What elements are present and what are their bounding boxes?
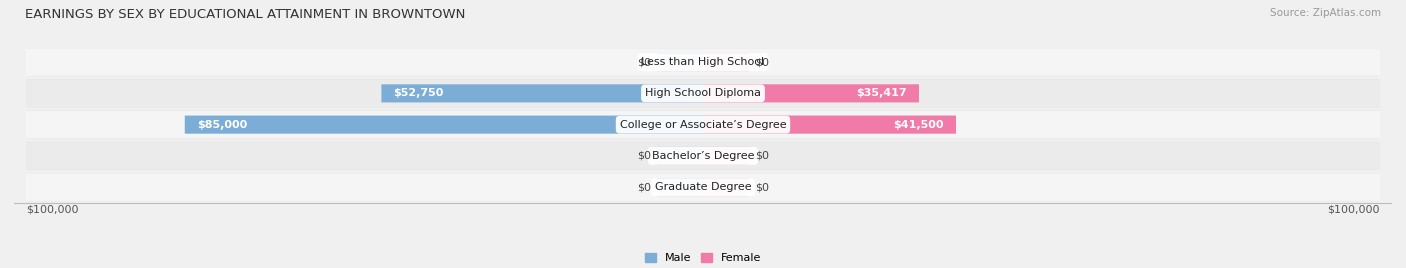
Text: $0: $0: [755, 151, 769, 161]
FancyBboxPatch shape: [27, 48, 1379, 76]
Text: College or Associate’s Degree: College or Associate’s Degree: [620, 120, 786, 130]
FancyBboxPatch shape: [657, 178, 703, 196]
FancyBboxPatch shape: [381, 84, 703, 102]
Text: Bachelor’s Degree: Bachelor’s Degree: [652, 151, 754, 161]
Text: $52,750: $52,750: [394, 88, 444, 98]
Text: $0: $0: [755, 182, 769, 192]
FancyBboxPatch shape: [657, 53, 703, 71]
FancyBboxPatch shape: [27, 111, 1379, 139]
FancyBboxPatch shape: [703, 53, 749, 71]
Text: Source: ZipAtlas.com: Source: ZipAtlas.com: [1270, 8, 1381, 18]
FancyBboxPatch shape: [657, 147, 703, 165]
FancyBboxPatch shape: [25, 173, 1381, 201]
FancyBboxPatch shape: [25, 48, 1381, 76]
Legend: Male, Female: Male, Female: [641, 248, 765, 268]
FancyBboxPatch shape: [703, 116, 956, 134]
FancyBboxPatch shape: [703, 147, 749, 165]
Text: High School Diploma: High School Diploma: [645, 88, 761, 98]
Text: EARNINGS BY SEX BY EDUCATIONAL ATTAINMENT IN BROWNTOWN: EARNINGS BY SEX BY EDUCATIONAL ATTAINMEN…: [25, 8, 465, 21]
Text: Less than High School: Less than High School: [641, 57, 765, 67]
Text: Graduate Degree: Graduate Degree: [655, 182, 751, 192]
FancyBboxPatch shape: [27, 173, 1379, 201]
FancyBboxPatch shape: [703, 178, 749, 196]
Text: $41,500: $41,500: [893, 120, 943, 130]
FancyBboxPatch shape: [703, 84, 920, 102]
FancyBboxPatch shape: [25, 80, 1381, 107]
Text: $100,000: $100,000: [25, 205, 79, 215]
Text: $0: $0: [637, 57, 651, 67]
Text: $0: $0: [637, 182, 651, 192]
FancyBboxPatch shape: [27, 142, 1379, 170]
FancyBboxPatch shape: [184, 116, 703, 134]
Text: $85,000: $85,000: [197, 120, 247, 130]
FancyBboxPatch shape: [25, 142, 1381, 170]
Text: $35,417: $35,417: [856, 88, 907, 98]
Text: $0: $0: [637, 151, 651, 161]
FancyBboxPatch shape: [25, 111, 1381, 138]
Text: $0: $0: [755, 57, 769, 67]
Text: $100,000: $100,000: [1327, 205, 1381, 215]
FancyBboxPatch shape: [27, 79, 1379, 107]
